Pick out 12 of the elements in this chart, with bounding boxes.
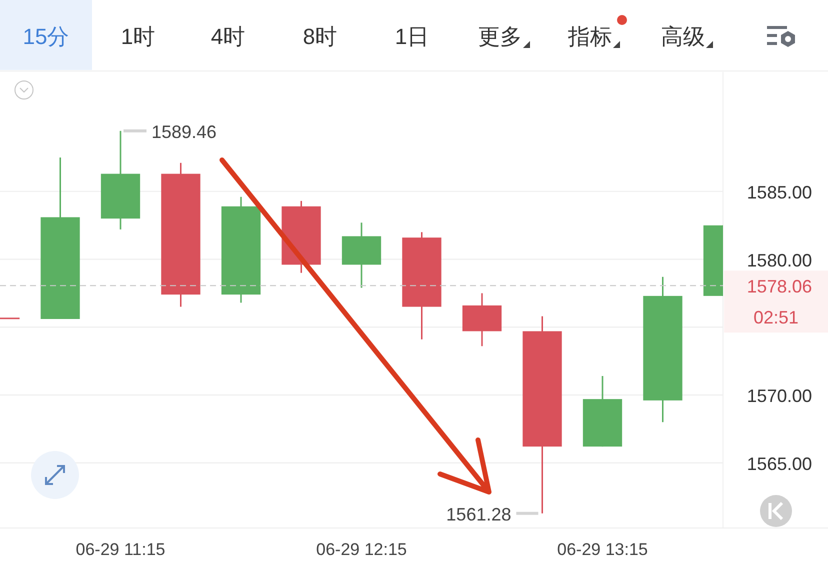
x-tick-label: 06-29 12:15: [316, 540, 407, 559]
ref-line-label: 1578.06: [746, 276, 812, 297]
x-tick-label: 06-29 11:15: [76, 540, 166, 559]
y-tick-label: 1565.00: [746, 454, 812, 474]
text: 02:51: [753, 308, 799, 328]
y-tick-label: 1570.00: [746, 386, 812, 406]
y-tick-label: 1585.00: [746, 182, 812, 202]
annotation: 1561.28: [446, 504, 512, 524]
annotation: 1589.46: [152, 122, 217, 142]
toolbar: 15分 1时 4时 8时 1日 更多 指标 高级: [0, 0, 713, 70]
y-tick-label: 1580.00: [746, 250, 812, 270]
x-tick-label: 06-29 13:15: [557, 540, 648, 559]
